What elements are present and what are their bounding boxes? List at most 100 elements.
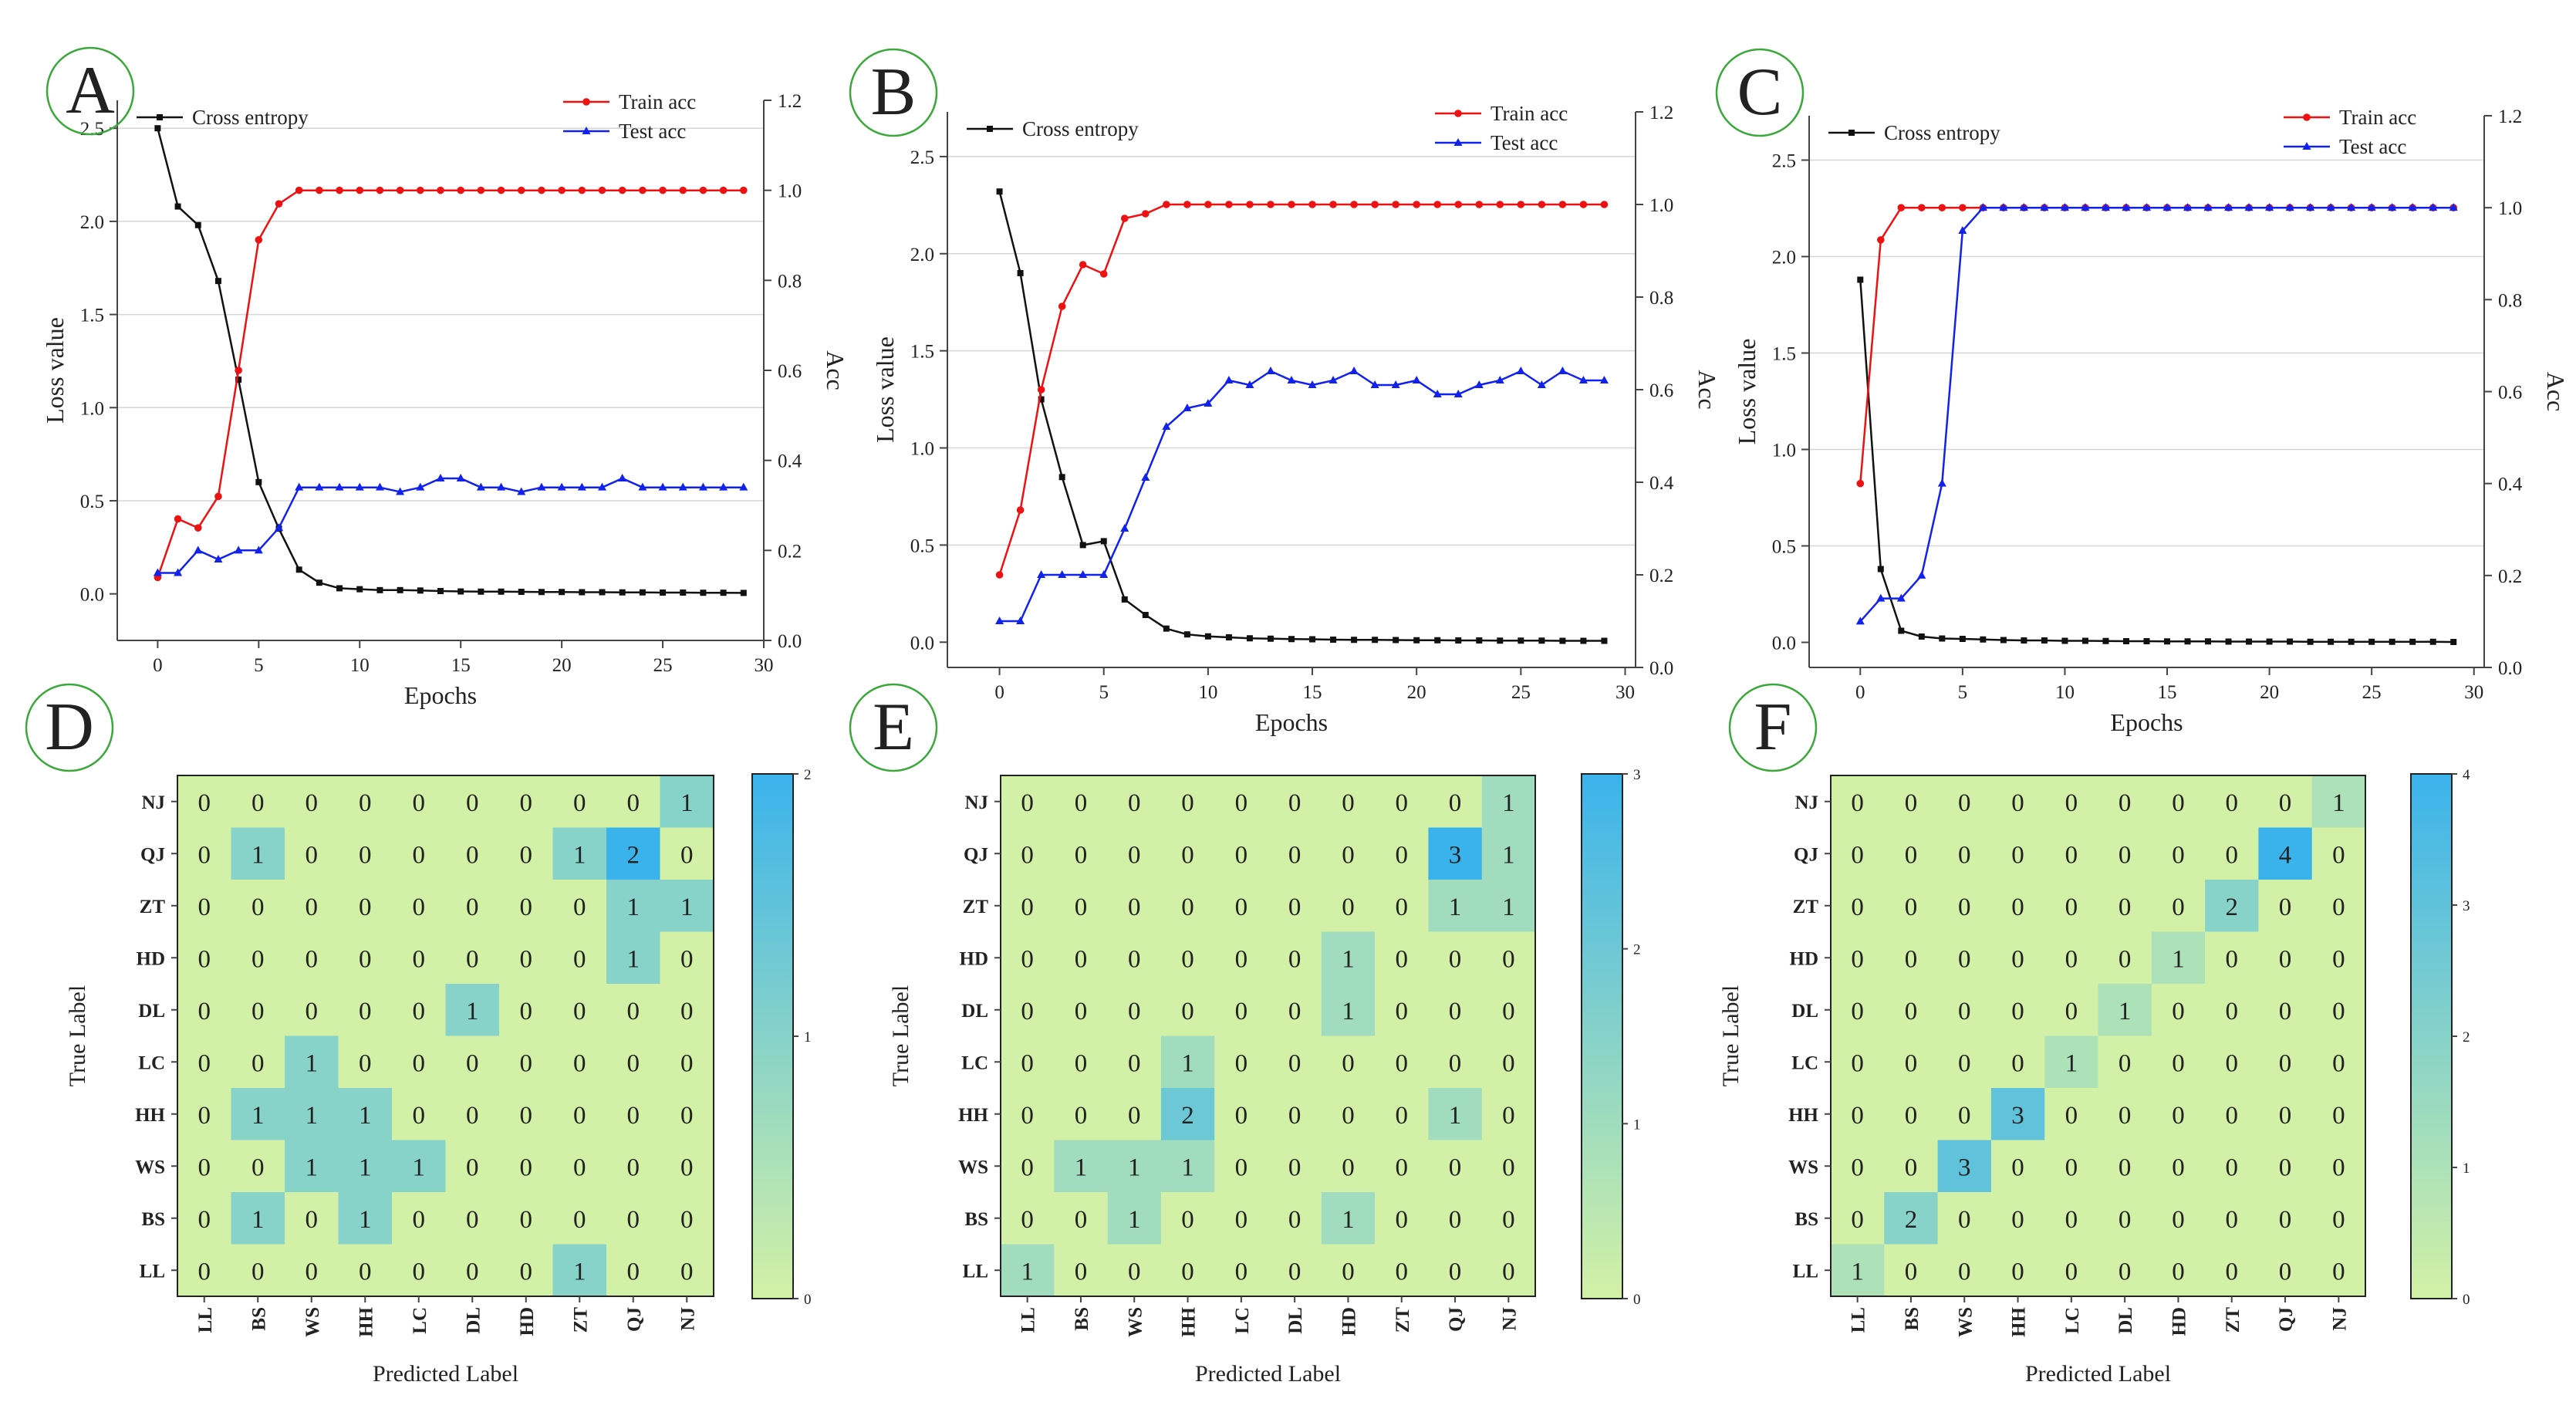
heatmap-cell <box>2205 931 2259 985</box>
heatmap-e: 0 0 0 0 0 0 0 0 0 10 0 0 0 0 0 0 0 3 10 0 0 0 0 0 0 0 1 10 0 0 0 0 0 1 0 0 0… <box>849 683 1641 1387</box>
data-point <box>194 524 202 532</box>
heatmap-cell <box>2205 1035 2259 1089</box>
cell-value: 1 <box>359 1154 372 1181</box>
heatmap-cell <box>231 931 285 985</box>
cell-value: 0 <box>1128 789 1141 817</box>
cell-value: 0 <box>1021 1049 1034 1077</box>
cell-value: 0 <box>413 841 426 869</box>
y2-tick-label: 0.2 <box>1649 566 1673 586</box>
data-point <box>1142 612 1149 619</box>
heatmap-cell <box>660 827 714 880</box>
heatmap-cell <box>499 931 553 985</box>
y-tick-label: 2.5 <box>80 119 104 140</box>
heatmap-cell <box>1107 931 1162 985</box>
data-point <box>1897 204 1906 211</box>
legend: Cross entropy Train acc Test acc <box>137 90 696 143</box>
x-tick-label: 25 <box>653 655 673 676</box>
cell-value: 0 <box>573 998 586 1025</box>
heatmap-cell <box>1831 1140 1885 1193</box>
data-point <box>1918 204 1926 211</box>
heatmap-cell <box>1268 1088 1322 1140</box>
heatmap-cell <box>1054 827 1109 880</box>
cell-value: 0 <box>2065 1102 2078 1130</box>
data-point <box>679 186 687 194</box>
data-point <box>1349 367 1359 374</box>
cell-value: 0 <box>359 789 372 817</box>
colorbar <box>1581 773 1623 1299</box>
heatmap-cell <box>2205 984 2259 1036</box>
data-point <box>1392 201 1399 208</box>
data-point <box>2266 638 2273 645</box>
heatmap-cell <box>1054 984 1109 1036</box>
data-point <box>436 474 445 481</box>
panel-label-circle <box>1715 48 1805 137</box>
heatmap-cell <box>1214 1140 1268 1193</box>
cell-value: 0 <box>2065 894 2078 921</box>
cell-value: 0 <box>2226 1154 2239 1181</box>
data-point <box>1288 201 1295 208</box>
series-line <box>998 191 1605 642</box>
cell-value: 0 <box>1905 1049 1918 1077</box>
cell-value: 0 <box>573 945 586 973</box>
row-label: NJ <box>141 792 165 813</box>
heatmap-cell <box>1831 1192 1885 1245</box>
data-point <box>1434 637 1441 644</box>
cell-value: 0 <box>680 1102 694 1130</box>
legend-label: Train acc <box>619 90 696 113</box>
heatmap-cell <box>552 880 607 932</box>
cell-value: 0 <box>2279 789 2292 817</box>
data-point <box>174 203 181 210</box>
heatmap-cell <box>2311 931 2366 985</box>
series-line <box>998 203 1605 576</box>
cell-value: 1 <box>1449 1102 1462 1130</box>
cell-value: 0 <box>359 945 372 973</box>
cell-value: 0 <box>1449 998 1462 1025</box>
heatmap-cell <box>1001 1244 1055 1297</box>
heatmap-cell <box>1160 1140 1215 1193</box>
data-point <box>2285 203 2294 211</box>
row-label: ZT <box>963 897 989 917</box>
series-train-acc <box>995 201 1609 579</box>
y-tick-label: 1.5 <box>910 342 934 363</box>
data-point <box>1120 524 1129 532</box>
heatmap-cell <box>2044 775 2098 828</box>
data-point <box>2040 203 2049 211</box>
series-train-acc <box>1856 204 2458 488</box>
x-tick-label: 0 <box>153 655 163 676</box>
y2-tick-label: 0.8 <box>778 271 802 292</box>
heatmap-cell <box>660 775 714 828</box>
heatmap-cell <box>1831 1035 1885 1089</box>
data-point <box>1474 380 1484 388</box>
heatmap-cell <box>1001 1192 1055 1245</box>
heatmap-cell <box>1214 1035 1268 1089</box>
data-point <box>2122 203 2131 211</box>
heatmap-cell <box>1428 984 1483 1036</box>
col-label: QJ <box>2276 1307 2297 1332</box>
data-point <box>1267 635 1274 642</box>
data-point <box>1225 633 1232 640</box>
heatmap-cell <box>1214 827 1268 880</box>
cell-value: 0 <box>1342 894 1355 921</box>
data-point <box>1516 367 1525 374</box>
heatmap-cell <box>660 1244 714 1297</box>
data-point <box>619 589 626 596</box>
cell-value: 2 <box>1905 1206 1918 1234</box>
y2-tick-label: 0.2 <box>778 541 802 562</box>
heatmap-cell <box>1831 931 1885 985</box>
cell-value: 1 <box>306 1154 319 1181</box>
heatmap-cell <box>392 775 446 828</box>
cell-value: 0 <box>520 841 533 869</box>
cell-value: 0 <box>1021 1154 1034 1181</box>
heatmap-cell <box>2044 931 2098 985</box>
cell-value: 0 <box>2172 841 2185 869</box>
cell-value: 0 <box>680 1154 694 1181</box>
data-point <box>153 568 162 576</box>
data-point <box>355 482 364 491</box>
data-point <box>255 478 262 485</box>
x-axis-label: Predicted Label <box>1195 1361 1341 1387</box>
cell-value: 0 <box>2065 789 2078 817</box>
y2-tick-label: 0.0 <box>2498 658 2522 679</box>
y2-tick-label: 0.4 <box>778 451 802 472</box>
heatmap-cell <box>1428 775 1483 828</box>
data-point <box>1370 380 1379 388</box>
